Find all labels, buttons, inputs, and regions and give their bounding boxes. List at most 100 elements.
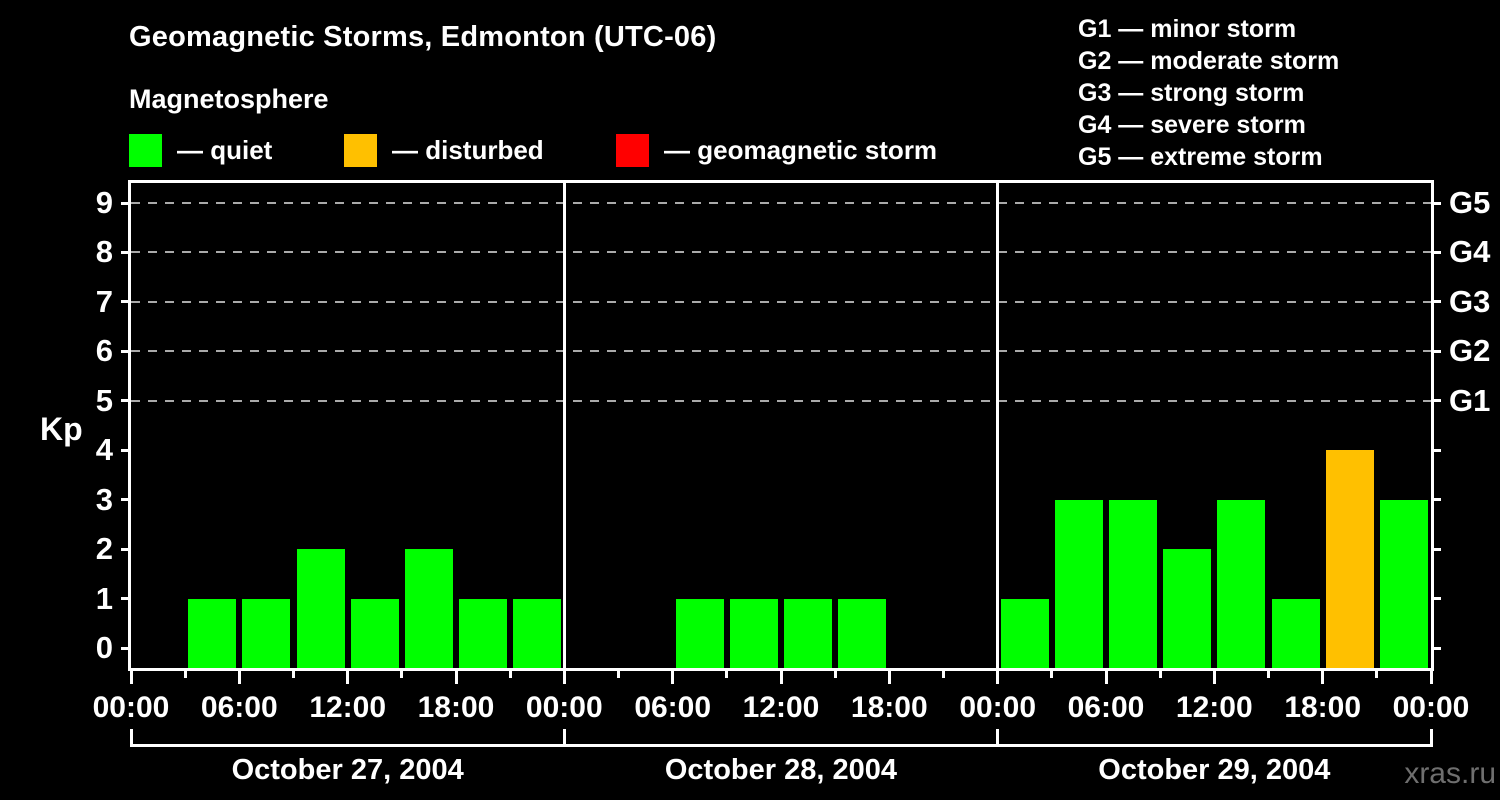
y-tick-label: 5 xyxy=(95,382,113,418)
x-tick-label: 18:00 xyxy=(1284,691,1362,724)
y-tick-right xyxy=(1431,597,1441,601)
y-tick-left xyxy=(121,349,131,353)
kp-bar xyxy=(1054,499,1103,668)
y-tick-left xyxy=(121,646,131,650)
kp-bar xyxy=(838,598,887,668)
kp-gridline xyxy=(131,300,1431,303)
y-tick-label: 6 xyxy=(95,333,113,369)
legend-item-storm: — geomagnetic storm xyxy=(616,133,937,167)
kp-axis-label: Kp xyxy=(40,411,83,447)
y-tick-right xyxy=(1431,349,1441,353)
y-tick-label: 2 xyxy=(95,531,113,567)
y-tick-label: 1 xyxy=(95,580,113,616)
kp-gridline xyxy=(131,202,1431,205)
storm-label: — geomagnetic storm xyxy=(664,134,938,165)
disturbed-label: — disturbed xyxy=(392,134,544,165)
kp-bar xyxy=(1109,499,1158,668)
day-label: October 27, 2004 xyxy=(231,754,464,786)
x-tick xyxy=(183,668,187,678)
y-tick-left xyxy=(121,498,131,502)
y-tick-right xyxy=(1431,448,1441,452)
day-bracket-tick xyxy=(996,729,1000,747)
g-level-label: G5 xyxy=(1449,185,1491,221)
kp-bar xyxy=(459,598,508,668)
y-tick-left xyxy=(121,597,131,601)
g-level-label: G4 xyxy=(1449,234,1491,270)
watermark: xras.ru xyxy=(1404,757,1496,790)
x-tick-label: 18:00 xyxy=(417,691,495,724)
y-tick-left xyxy=(121,250,131,254)
magnetosphere-label: Magnetosphere xyxy=(129,84,329,114)
kp-bar xyxy=(1163,549,1212,668)
kp-bar xyxy=(1000,598,1049,668)
kp-bar xyxy=(1271,598,1320,668)
storm-scale-line-g3: G3 — strong storm xyxy=(1078,79,1305,107)
x-tick xyxy=(400,668,404,678)
day-separator xyxy=(562,183,566,668)
x-tick-label: 06:00 xyxy=(200,691,278,724)
x-tick xyxy=(1429,668,1433,684)
y-tick-left xyxy=(121,448,131,452)
plot-area xyxy=(128,180,1434,671)
quiet-label: — quiet xyxy=(177,134,273,165)
y-tick-label: 7 xyxy=(95,283,113,319)
kp-bar xyxy=(513,598,562,668)
quiet-swatch xyxy=(129,133,162,167)
x-tick-label: 18:00 xyxy=(850,691,928,724)
x-tick xyxy=(725,668,729,678)
storm-scale-line-g4: G4 — severe storm xyxy=(1078,111,1306,139)
y-tick-left xyxy=(121,201,131,205)
kp-bar xyxy=(675,598,724,668)
kp-bar xyxy=(1325,450,1374,668)
y-tick-label: 9 xyxy=(95,185,113,221)
y-tick-right xyxy=(1431,547,1441,551)
kp-gridline xyxy=(131,350,1431,353)
x-tick xyxy=(671,668,675,684)
storm-swatch xyxy=(616,133,649,167)
kp-bar xyxy=(296,549,345,668)
x-tick xyxy=(887,668,891,684)
x-tick xyxy=(454,668,458,684)
x-tick xyxy=(1212,668,1216,684)
x-tick xyxy=(562,668,566,684)
x-tick-label: 06:00 xyxy=(634,691,712,724)
y-tick-right xyxy=(1431,201,1441,205)
y-tick-label: 3 xyxy=(95,481,113,517)
legend-item-disturbed: — disturbed xyxy=(344,133,544,167)
y-tick-label: 8 xyxy=(95,234,113,270)
x-tick xyxy=(1104,668,1108,684)
storm-scale-line-g1: G1 — minor storm xyxy=(1078,15,1297,43)
x-tick xyxy=(1050,668,1054,678)
kp-bar xyxy=(242,598,291,668)
x-tick-label: 00:00 xyxy=(92,691,170,724)
g-level-label: G3 xyxy=(1449,283,1491,319)
y-tick-left xyxy=(121,399,131,403)
x-tick xyxy=(833,668,837,678)
x-tick xyxy=(508,668,512,678)
day-label: October 29, 2004 xyxy=(1098,754,1331,786)
y-tick-left xyxy=(121,547,131,551)
kp-bar xyxy=(1217,499,1266,668)
x-tick xyxy=(129,668,133,684)
x-tick xyxy=(617,668,620,678)
x-tick-label: 12:00 xyxy=(742,691,820,724)
x-tick-label: 00:00 xyxy=(959,691,1037,724)
x-tick-label: 06:00 xyxy=(1067,691,1145,724)
x-tick-label: 00:00 xyxy=(525,691,603,724)
y-tick-right xyxy=(1431,646,1441,650)
x-tick xyxy=(346,668,350,684)
x-tick xyxy=(1267,668,1270,678)
g-level-label: G1 xyxy=(1449,382,1491,418)
storm-scale-line-g2: G2 — moderate storm xyxy=(1078,47,1340,75)
day-bracket-tick xyxy=(1429,729,1433,747)
day-bracket-tick xyxy=(562,729,566,747)
kp-bar xyxy=(784,598,833,668)
day-label: October 28, 2004 xyxy=(664,754,898,786)
x-tick xyxy=(237,668,241,684)
x-tick-label: 00:00 xyxy=(1392,691,1470,724)
legend-item-quiet: — quiet xyxy=(129,133,272,167)
g-level-label: G2 xyxy=(1449,333,1491,369)
kp-bar xyxy=(1379,499,1428,668)
